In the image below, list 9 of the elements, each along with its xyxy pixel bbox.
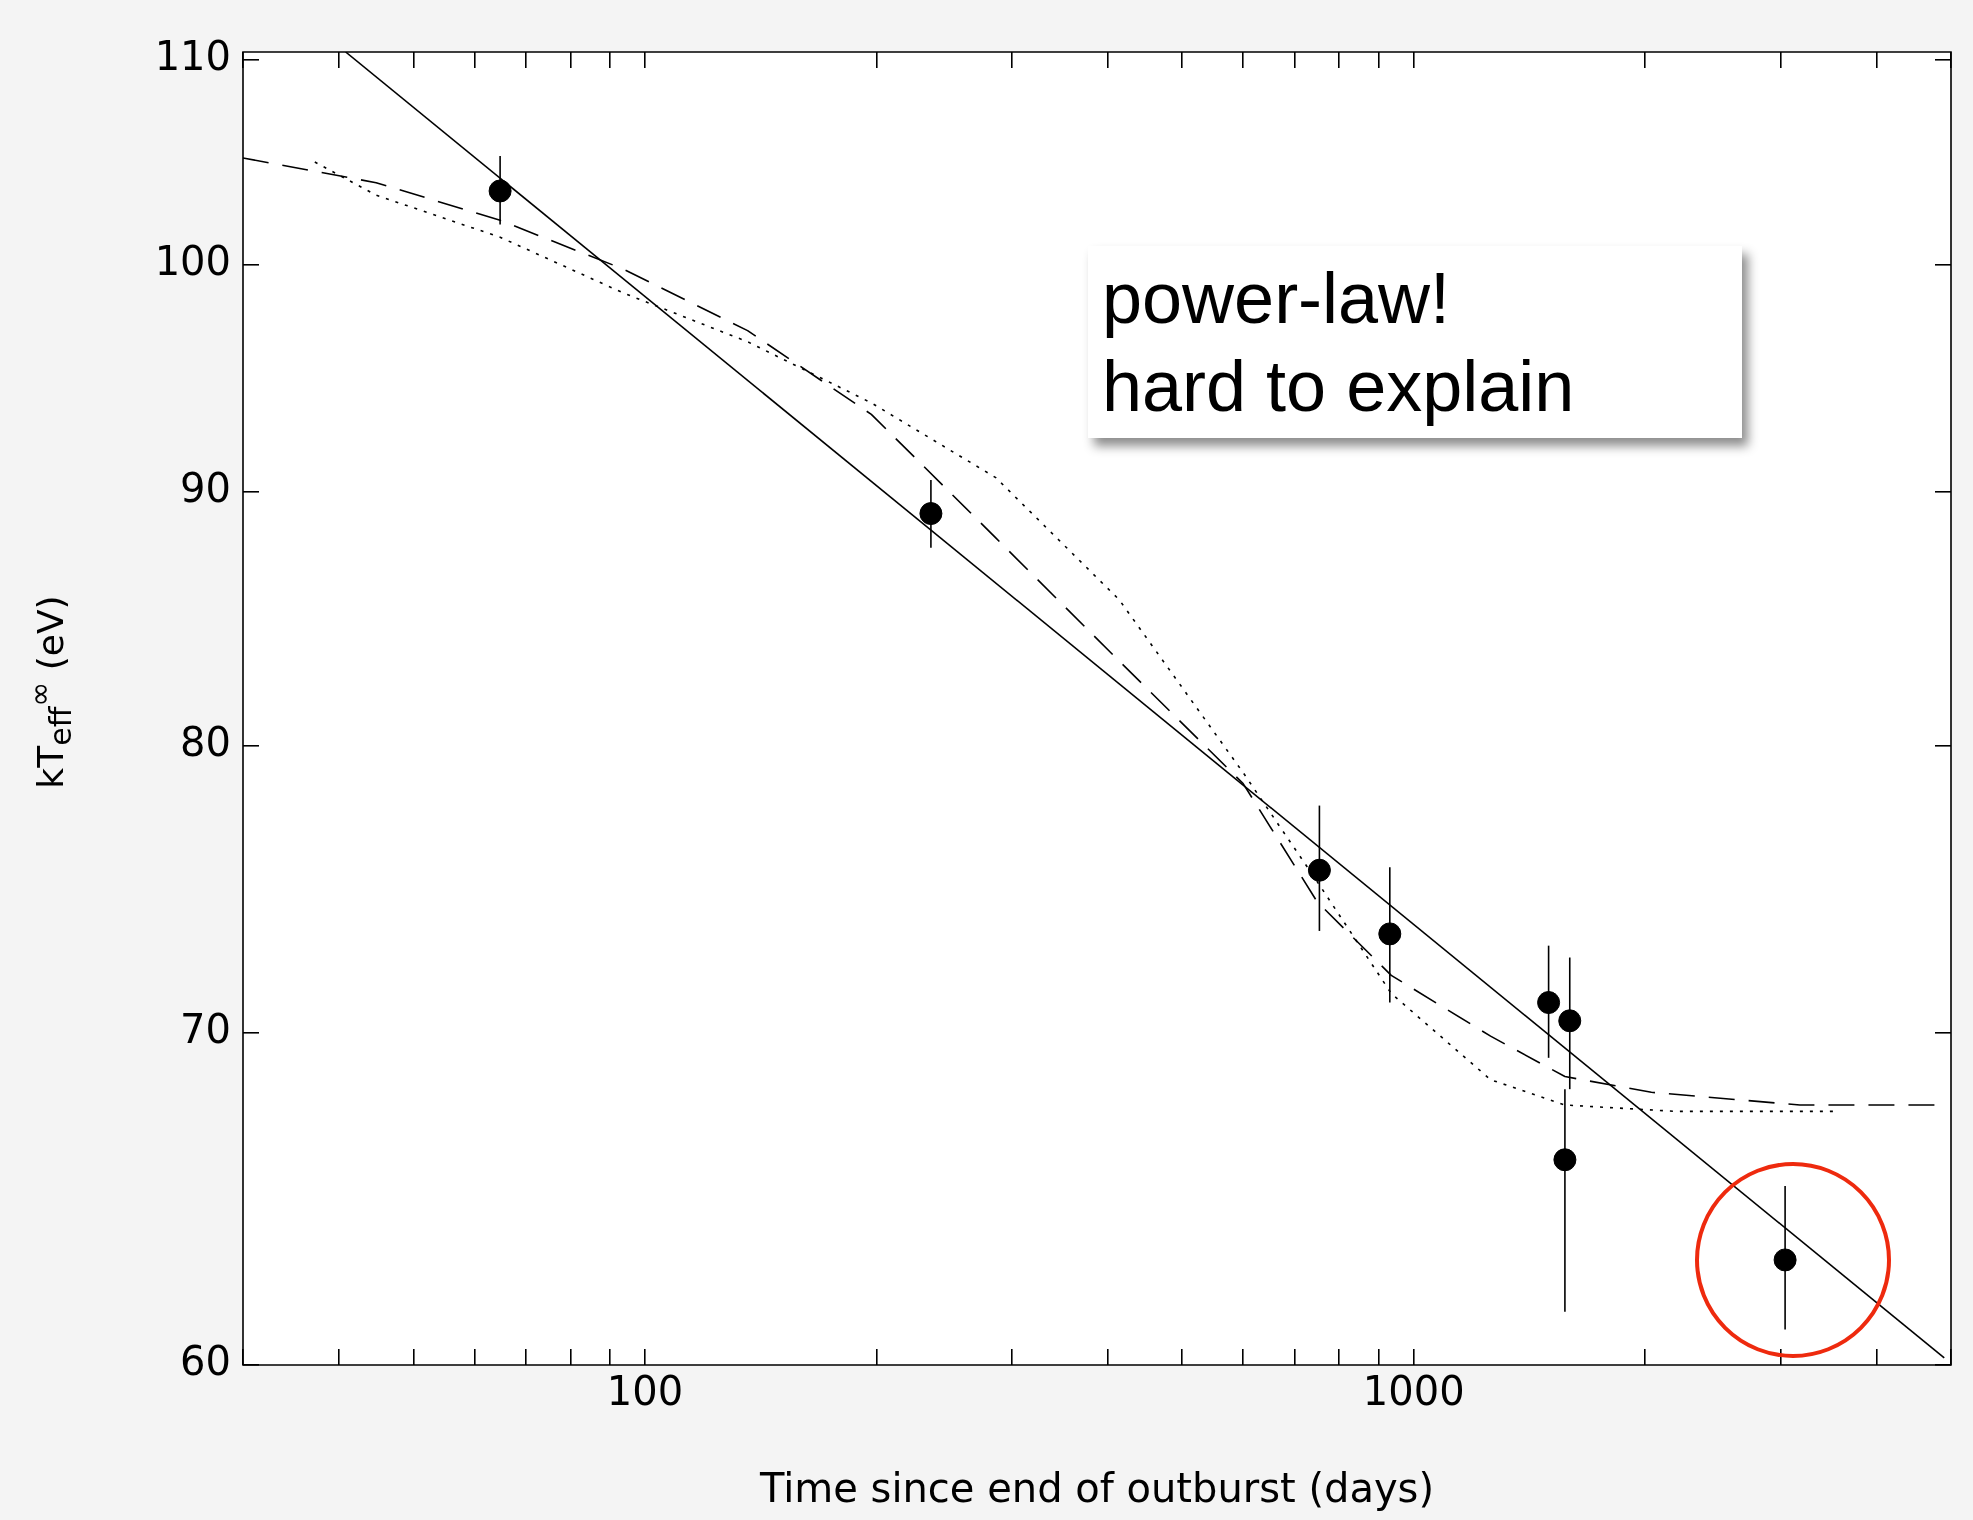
annotation: power-law! hard to explain <box>1088 246 1742 438</box>
y-tick-label: 80 <box>180 718 231 765</box>
y-tick-label: 110 <box>154 33 231 80</box>
y-tick-label: 60 <box>180 1338 231 1385</box>
x-axis-title: Time since end of outburst (days) <box>758 1465 1435 1512</box>
y-tick-label: 90 <box>180 465 231 512</box>
y-tick-label: 70 <box>180 1006 231 1053</box>
x-tick-label: 1000 <box>1362 1368 1465 1415</box>
y-tick-label: 100 <box>154 238 231 285</box>
